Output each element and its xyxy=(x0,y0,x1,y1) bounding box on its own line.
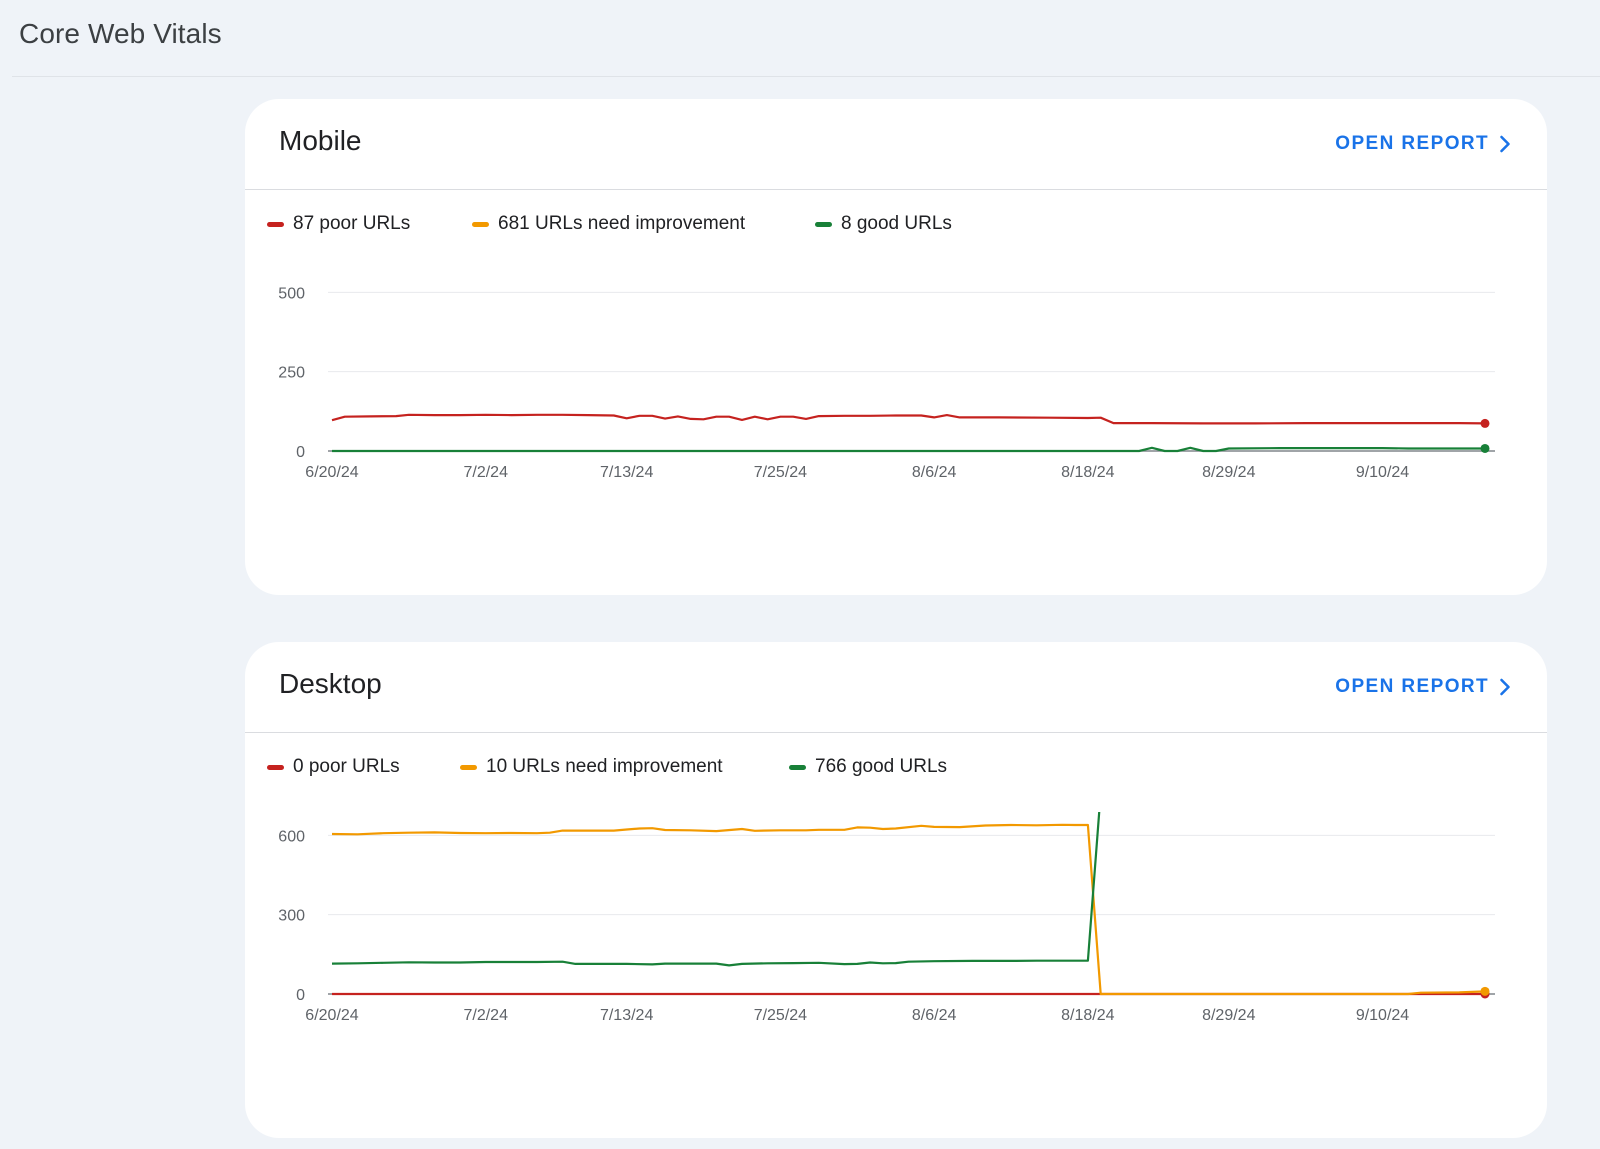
x-tick-label: 8/18/24 xyxy=(1061,464,1114,481)
x-tick-label: 8/6/24 xyxy=(912,1007,957,1024)
series-end-point xyxy=(1480,418,1490,428)
series-line-needs-improvement xyxy=(331,823,1486,996)
y-tick-label: 0 xyxy=(296,444,305,461)
poor-swatch-icon xyxy=(267,764,284,770)
y-tick-label: 500 xyxy=(278,285,305,302)
x-tick-label: 7/13/24 xyxy=(600,464,653,481)
legend-item-needs-improvement[interactable]: 681 URLs need improvement xyxy=(472,213,815,235)
open-report-button[interactable]: OPEN REPORT xyxy=(1335,674,1511,700)
legend-label: 681 URLs need improvement xyxy=(498,213,746,234)
open-report-button[interactable]: OPEN REPORT xyxy=(1335,131,1511,157)
x-tick-label: 7/2/24 xyxy=(463,1007,508,1024)
open-report-label: OPEN REPORT xyxy=(1335,676,1489,697)
series-end-point xyxy=(1480,986,1490,996)
mobile-card: Mobile OPEN REPORT 87 poor URLs 681 URLs… xyxy=(245,99,1547,595)
page-title: Core Web Vitals xyxy=(19,18,222,49)
x-tick-label: 8/29/24 xyxy=(1202,1007,1255,1024)
legend-item-poor[interactable]: 87 poor URLs xyxy=(267,213,472,235)
card-title: Mobile xyxy=(279,125,362,156)
x-tick-label: 8/29/24 xyxy=(1202,464,1255,481)
legend-label: 766 good URLs xyxy=(815,756,948,777)
y-tick-label: 300 xyxy=(278,908,305,925)
x-tick-label: 9/10/24 xyxy=(1356,1007,1409,1024)
legend-label: 10 URLs need improvement xyxy=(486,756,723,777)
good-swatch-icon xyxy=(789,764,806,770)
needs-improvement-swatch-icon xyxy=(460,764,477,770)
card-header: Mobile OPEN REPORT xyxy=(245,99,1547,190)
x-tick-label: 6/20/24 xyxy=(305,1007,358,1024)
series-line-good xyxy=(331,812,1101,967)
y-tick-label: 600 xyxy=(278,828,305,845)
legend-label: 8 good URLs xyxy=(841,213,952,234)
chevron-right-icon xyxy=(1500,678,1510,696)
series-line-good xyxy=(332,446,1485,453)
x-tick-label: 7/13/24 xyxy=(600,1007,653,1024)
legend-item-good[interactable]: 766 good URLs xyxy=(789,756,947,778)
legend-item-good[interactable]: 8 good URLs xyxy=(815,213,952,235)
legend-item-needs-improvement[interactable]: 10 URLs need improvement xyxy=(460,756,789,778)
mobile-chart: 02505007506/20/247/2/247/13/247/25/248/6… xyxy=(278,285,1495,481)
desktop-card: Desktop OPEN REPORT 0 poor URLs 10 URLs … xyxy=(245,642,1547,1138)
good-swatch-icon xyxy=(815,221,832,227)
x-tick-label: 7/2/24 xyxy=(463,464,508,481)
legend-item-poor[interactable]: 0 poor URLs xyxy=(267,756,460,778)
legend-label: 87 poor URLs xyxy=(293,213,411,234)
y-tick-label: 250 xyxy=(278,365,305,382)
x-tick-label: 9/10/24 xyxy=(1356,464,1409,481)
open-report-label: OPEN REPORT xyxy=(1335,133,1489,154)
series-end-point xyxy=(1480,443,1490,453)
chevron-right-icon xyxy=(1500,135,1510,153)
card-title: Desktop xyxy=(279,668,382,699)
page-header: Core Web Vitals xyxy=(12,0,1600,77)
y-tick-label: 0 xyxy=(296,987,305,1004)
desktop-chart: 03006009006/20/247/2/247/13/247/25/248/6… xyxy=(278,812,1495,1024)
x-tick-label: 7/25/24 xyxy=(754,1007,807,1024)
needs-improvement-swatch-icon xyxy=(472,221,489,227)
chart-legend: 0 poor URLs 10 URLs need improvement 766… xyxy=(267,754,947,780)
chart-legend: 87 poor URLs 681 URLs need improvement 8… xyxy=(267,211,952,237)
x-tick-label: 6/20/24 xyxy=(305,464,358,481)
card-header: Desktop OPEN REPORT xyxy=(245,642,1547,733)
series-line-poor xyxy=(331,413,1486,425)
legend-label: 0 poor URLs xyxy=(293,756,400,777)
x-tick-label: 8/6/24 xyxy=(912,464,957,481)
x-tick-label: 8/18/24 xyxy=(1061,1007,1114,1024)
x-tick-label: 7/25/24 xyxy=(754,464,807,481)
poor-swatch-icon xyxy=(267,221,284,227)
